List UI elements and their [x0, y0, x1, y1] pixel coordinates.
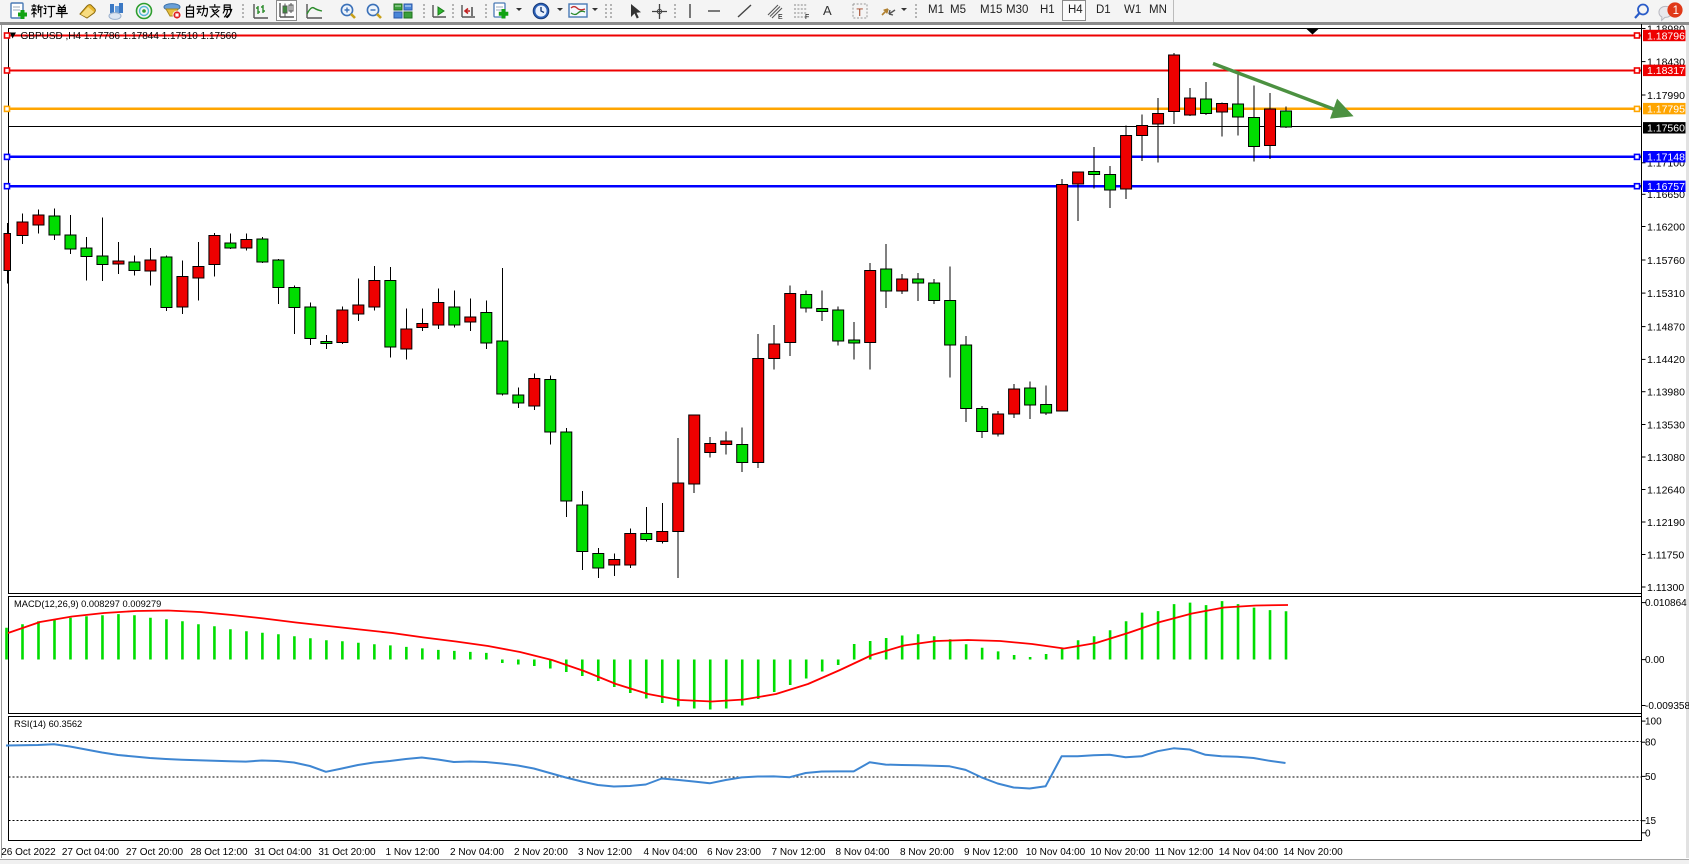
svg-text:1.15310: 1.15310 [1647, 288, 1685, 300]
svg-text:9 Nov 12:00: 9 Nov 12:00 [964, 847, 1018, 858]
svg-text:31 Oct 20:00: 31 Oct 20:00 [318, 847, 376, 858]
svg-text:6 Nov 23:00: 6 Nov 23:00 [707, 847, 761, 858]
svg-text:1.16650: 1.16650 [1647, 189, 1685, 201]
svg-text:1.17990: 1.17990 [1647, 90, 1685, 102]
svg-text:GBPUSD ,H4 1.17786 1.17844 1.: GBPUSD ,H4 1.17786 1.17844 1.17510 1.175… [21, 31, 238, 42]
svg-text:7 Nov 12:00: 7 Nov 12:00 [772, 847, 826, 858]
svg-text:26 Oct 2022: 26 Oct 2022 [1, 847, 56, 858]
svg-text:0.00: 0.00 [1645, 655, 1665, 666]
svg-text:E: E [778, 14, 783, 20]
svg-text:0.010864: 0.010864 [1645, 598, 1687, 609]
svg-text:1.18796: 1.18796 [1647, 30, 1685, 42]
svg-text:1: 1 [1673, 5, 1679, 17]
svg-text:1.18317: 1.18317 [1647, 65, 1685, 77]
svg-text:1.12640: 1.12640 [1647, 484, 1685, 496]
svg-text:1.14420: 1.14420 [1647, 354, 1685, 366]
svg-text:1.13980: 1.13980 [1647, 387, 1685, 399]
svg-text:15: 15 [1645, 816, 1657, 827]
svg-text:2 Nov 20:00: 2 Nov 20:00 [514, 847, 568, 858]
svg-text:8 Nov 20:00: 8 Nov 20:00 [900, 847, 954, 858]
svg-text:1.11300: 1.11300 [1647, 582, 1684, 594]
svg-text:1.16757: 1.16757 [1647, 181, 1685, 193]
svg-text:10 Nov 04:00: 10 Nov 04:00 [1026, 847, 1086, 858]
svg-text:14 Nov 20:00: 14 Nov 20:00 [1283, 847, 1343, 858]
svg-text:28 Oct 12:00: 28 Oct 12:00 [190, 847, 248, 858]
svg-text:-0.009358: -0.009358 [1645, 701, 1689, 712]
svg-text:27 Oct 20:00: 27 Oct 20:00 [126, 847, 184, 858]
svg-text:F: F [805, 14, 809, 20]
svg-text:3 Nov 12:00: 3 Nov 12:00 [578, 847, 632, 858]
svg-text:80: 80 [1645, 738, 1657, 749]
svg-text:RSI(14) 60.3562: RSI(14) 60.3562 [14, 719, 82, 729]
svg-text:8 Nov 04:00: 8 Nov 04:00 [836, 847, 890, 858]
svg-text:1.14870: 1.14870 [1647, 321, 1685, 333]
svg-text:100: 100 [1645, 717, 1662, 728]
svg-text:1.15760: 1.15760 [1647, 255, 1685, 267]
svg-text:1.11750: 1.11750 [1647, 549, 1684, 561]
svg-text:1.13080: 1.13080 [1647, 452, 1685, 464]
svg-text:1.16200: 1.16200 [1647, 221, 1685, 233]
svg-text:0: 0 [1645, 828, 1651, 839]
svg-text:14 Nov 04:00: 14 Nov 04:00 [1219, 847, 1279, 858]
svg-text:50: 50 [1645, 772, 1657, 783]
svg-text:2 Nov 04:00: 2 Nov 04:00 [450, 847, 504, 858]
svg-text:1.12190: 1.12190 [1647, 517, 1685, 529]
svg-text:1 Nov 12:00: 1 Nov 12:00 [386, 847, 440, 858]
svg-text:10 Nov 20:00: 10 Nov 20:00 [1090, 847, 1150, 858]
svg-text:31 Oct 04:00: 31 Oct 04:00 [254, 847, 312, 858]
svg-text:1.17148: 1.17148 [1647, 152, 1685, 164]
svg-text:4 Nov 04:00: 4 Nov 04:00 [644, 847, 698, 858]
svg-text:1.17560: 1.17560 [1647, 123, 1685, 135]
svg-text:1.13530: 1.13530 [1647, 419, 1685, 431]
svg-text:MACD(12,26,9) 0.008297 0.00927: MACD(12,26,9) 0.008297 0.009279 [14, 599, 161, 609]
svg-text:27 Oct 04:00: 27 Oct 04:00 [62, 847, 120, 858]
svg-text:1.17795: 1.17795 [1647, 103, 1685, 115]
svg-text:11 Nov 12:00: 11 Nov 12:00 [1155, 847, 1214, 858]
svg-text:T: T [856, 7, 863, 19]
